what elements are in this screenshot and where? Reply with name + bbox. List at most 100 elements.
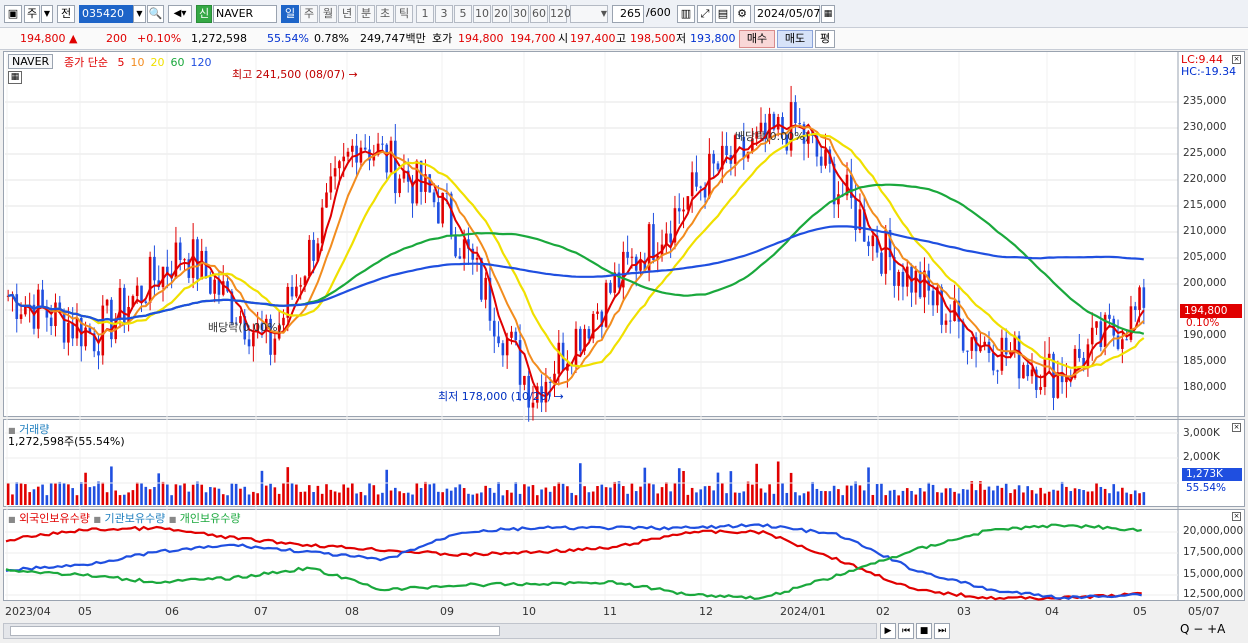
chart-scrollbar[interactable] [3,623,877,639]
period-tab[interactable]: 일 [281,5,299,23]
period-tab[interactable]: 초 [376,5,394,23]
volume-bar [6,482,10,505]
candle-body [905,266,909,287]
market-button[interactable]: 주 [24,5,40,23]
period-tab[interactable]: 주 [300,5,318,23]
gear-icon[interactable]: ⚙ [733,5,751,23]
speaker-icon[interactable]: ◀▾ [168,5,192,23]
volume-bar [303,491,307,505]
nav-button-icon[interactable]: ■ [916,623,932,639]
x-axis-label: 05 [78,605,92,618]
low-price: 193,800 [690,32,736,45]
x-axis-label: 05/07 [1188,605,1220,618]
candle-body [135,285,139,297]
volume-bar [991,490,995,505]
candle-body [871,235,875,247]
volume-bar [338,492,341,505]
candle-body [19,314,23,319]
holder-panel-close-icon[interactable]: × [1232,512,1241,521]
calendar-icon[interactable]: ▦ [821,5,835,23]
save-icon[interactable]: ▤ [715,5,731,23]
volume-bar [858,485,862,505]
candle-body [974,337,978,352]
period-tab[interactable]: 년 [338,5,356,23]
volume-bar [398,491,401,505]
vol-ytick: 3,000K [1183,427,1220,439]
interval-tab[interactable]: 3 [435,5,453,23]
price-panel[interactable] [3,51,1245,417]
x-axis-label: 02 [876,605,890,618]
interval-tab[interactable]: 30 [511,5,529,23]
volume-bar [673,482,677,505]
zoom-icons[interactable]: Q − +A [1180,622,1226,636]
holder-panel[interactable] [3,509,1245,601]
price-panel-close-icon[interactable]: × [1232,55,1241,64]
period-button[interactable]: 전 [57,5,75,23]
volume-bar [570,492,573,505]
volume-bar [105,492,109,505]
interval-tab[interactable]: 120 [549,5,571,23]
volume-bar [647,483,651,505]
candle-body [213,279,216,294]
volume-bar [28,492,31,505]
volume-bar [514,482,518,505]
volume-bar [815,488,819,505]
candle-body [501,343,505,356]
stock-name-field[interactable]: NAVER [213,5,277,23]
volume-bar [531,485,535,505]
volume-bar [428,484,432,505]
nav-button-icon[interactable]: ⏭ [934,623,950,639]
volume-bar [432,483,436,505]
candle-body [234,322,238,324]
volume-bar [209,487,212,505]
candle-body [273,338,277,355]
buy-button[interactable]: 매수 [739,30,775,48]
volume-bar [497,481,500,505]
scrollbar-thumb[interactable] [10,626,500,636]
candle-body [1073,348,1077,378]
volume-bar [1138,493,1141,505]
volume-bar [1030,490,1034,505]
volume-bar [325,484,328,505]
period-tab[interactable]: 분 [357,5,375,23]
interval-custom-select[interactable]: ▼ [570,5,608,23]
table-icon[interactable]: ▦ [8,71,22,84]
volume-bar [617,481,621,505]
evaluate-button[interactable]: 평 [815,30,835,48]
lc-value: LC:9.44 [1181,53,1224,66]
window-icon[interactable]: ▣ [4,5,22,23]
interval-tab[interactable]: 20 [492,5,510,23]
stock-code-input[interactable]: 035420 [79,5,137,23]
candle-body [58,302,62,311]
period-tab[interactable]: 월 [319,5,337,23]
shin-button[interactable]: 신 [196,5,212,23]
search-icon[interactable]: 🔍 [147,5,164,23]
volume-bar [763,492,767,505]
open-price: 197,400 [570,32,616,45]
nav-button-icon[interactable]: ▶ [880,623,896,639]
interval-tab[interactable]: 60 [530,5,548,23]
ma-legend-prefix: 종가 단순 [64,56,108,69]
candle-body [419,160,423,192]
volume-bar [548,491,552,505]
count-input[interactable]: 265 [612,5,644,23]
volume-bar [394,487,397,505]
candle-body [376,143,380,155]
sell-button[interactable]: 매도 [777,30,813,48]
interval-tab[interactable]: 10 [473,5,491,23]
code-dropdown-icon[interactable]: ▼ [133,5,146,23]
candle-body [411,181,414,204]
volume-bar [1090,491,1094,505]
candle-body [819,156,823,166]
price-ytick: 205,000 [1183,251,1227,263]
interval-tab[interactable]: 5 [454,5,472,23]
chart-type-icon[interactable]: ▥ [677,5,695,23]
nav-button-icon[interactable]: ⏮ [898,623,914,639]
volume-bar [867,467,870,505]
compare-icon[interactable]: ⤢ [697,5,713,23]
date-input[interactable]: 2024/05/07 [754,5,820,23]
market-dropdown-icon[interactable]: ▼ [41,5,53,23]
volume-panel-close-icon[interactable]: × [1232,423,1241,432]
interval-tab[interactable]: 1 [416,5,434,23]
period-tab[interactable]: 틱 [395,5,413,23]
